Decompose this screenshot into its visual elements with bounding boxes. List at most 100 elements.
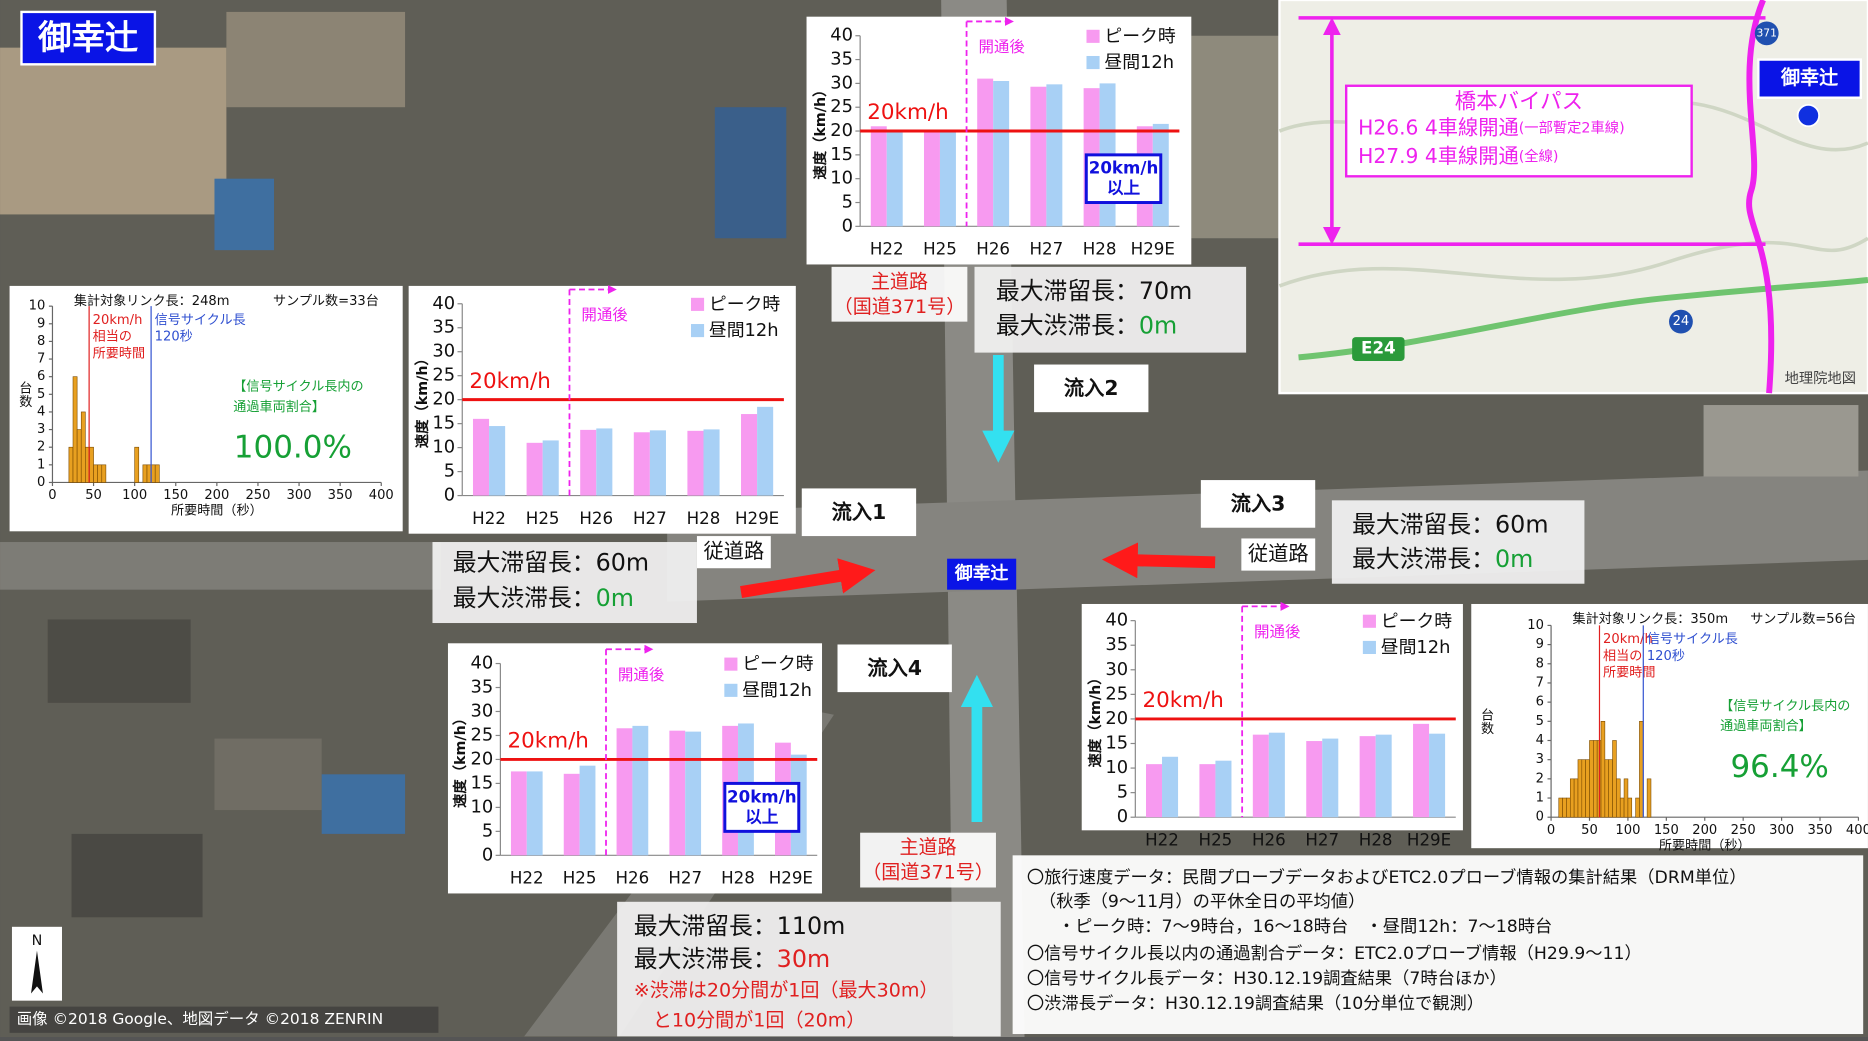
sub-road: 従道路 bbox=[1248, 542, 1309, 566]
reference-label: 120秒 bbox=[1647, 648, 1685, 664]
x-tick-label: 0 bbox=[1547, 823, 1555, 838]
split-label: 開通後 bbox=[618, 666, 665, 684]
x-tick-label: H26 bbox=[579, 509, 613, 528]
x-tick-label: H26 bbox=[616, 869, 650, 888]
bar bbox=[871, 126, 887, 226]
y-tick-label: 5 bbox=[37, 387, 45, 402]
y-tick-label: 10 bbox=[1527, 618, 1544, 633]
note: 〇渋滞長データ：H30.12.19調査結果（10分単位で観測） bbox=[1027, 993, 1484, 1014]
x-tick-label: H29E bbox=[1131, 240, 1175, 259]
y-axis-label: 速度（km/h） bbox=[1086, 670, 1104, 767]
x-tick-label: H26 bbox=[976, 240, 1010, 259]
ratio-label: 通過車両割合】 bbox=[1720, 717, 1812, 734]
y-tick-label: 25 bbox=[470, 724, 493, 745]
main-road: 主道路 bbox=[899, 837, 956, 859]
bar bbox=[527, 771, 543, 855]
hist-bar bbox=[1563, 798, 1567, 817]
bar bbox=[1413, 724, 1429, 817]
bar bbox=[669, 731, 685, 856]
bar bbox=[1429, 734, 1445, 818]
x-tick-label: 50 bbox=[85, 488, 102, 503]
bar bbox=[977, 79, 993, 227]
main-road: （国道371号） bbox=[862, 862, 994, 884]
bar bbox=[596, 428, 612, 495]
x-tick-label: H29E bbox=[1407, 831, 1451, 850]
note-text: 20km/h bbox=[1089, 159, 1159, 178]
inflow-label: 流入1 bbox=[832, 500, 887, 524]
hist-bar bbox=[1559, 798, 1563, 817]
x-axis-label: 所要時間（秒） bbox=[1659, 837, 1751, 853]
legend-label: 昼間12h bbox=[1104, 52, 1174, 73]
y-axis-label: 台数 bbox=[16, 381, 32, 408]
y-tick-label: 40 bbox=[432, 293, 455, 314]
hist-bar bbox=[1609, 760, 1613, 818]
reference-label: 20km/h bbox=[93, 313, 143, 328]
inflow-label: 流入2 bbox=[1064, 376, 1119, 400]
queue-jam: 最大渋滞長：30m bbox=[634, 945, 830, 973]
note: 〇信号サイクル長以内の通過割合データ：ETC2.0プローブ情報（H29.9～11… bbox=[1027, 943, 1642, 964]
bar bbox=[1215, 761, 1231, 818]
y-axis-label: 速度（km/h） bbox=[451, 711, 469, 808]
reference-label: 所要時間 bbox=[93, 345, 145, 361]
y-tick-label: 25 bbox=[1105, 683, 1128, 704]
map-bypass: 橋本バイパス bbox=[1455, 89, 1583, 114]
y-tick-label: 0 bbox=[842, 215, 853, 236]
hist-title: 集計対象リンク長：248m bbox=[74, 293, 230, 309]
hist-bar bbox=[102, 465, 106, 483]
map-route: 24 bbox=[1673, 314, 1690, 329]
legend-swatch bbox=[1086, 56, 1099, 69]
legend-label: 昼間12h bbox=[1381, 637, 1451, 658]
hist-bar bbox=[98, 465, 102, 483]
y-tick-label: 25 bbox=[830, 96, 853, 117]
split-label: 開通後 bbox=[978, 38, 1025, 56]
x-tick-label: 200 bbox=[204, 488, 229, 503]
x-tick-label: H27 bbox=[668, 869, 702, 888]
inflow-label: 流入3 bbox=[1231, 492, 1286, 516]
y-tick-label: 15 bbox=[830, 144, 853, 165]
y-tick-label: 40 bbox=[830, 25, 853, 46]
y-tick-label: 3 bbox=[37, 422, 45, 437]
ratio-label: 【信号サイクル長内の bbox=[1720, 698, 1850, 714]
y-tick-label: 15 bbox=[1105, 733, 1128, 754]
x-tick-label: H25 bbox=[526, 509, 560, 528]
y-tick-label: 30 bbox=[432, 341, 455, 362]
reference-label: 20km/h bbox=[1603, 632, 1653, 647]
bar bbox=[1162, 757, 1178, 817]
y-tick-label: 20 bbox=[830, 120, 853, 141]
ratio-value: 96.4% bbox=[1730, 749, 1828, 785]
queue-jam: 最大渋滞長：0m bbox=[996, 311, 1177, 339]
y-tick-label: 10 bbox=[1105, 757, 1128, 778]
note: 〇旅行速度データ：民間プローブデータおよびETC2.0プローブ情報の集計結果（D… bbox=[1027, 867, 1747, 888]
hist-bar bbox=[151, 465, 155, 483]
y-tick-label: 40 bbox=[1105, 610, 1128, 631]
y-tick-label: 1 bbox=[1536, 791, 1544, 806]
bar bbox=[543, 440, 559, 495]
legend-swatch bbox=[724, 684, 737, 697]
title: 御幸辻 bbox=[37, 18, 138, 57]
bar bbox=[473, 419, 489, 496]
x-tick-label: 200 bbox=[1692, 823, 1717, 838]
reference-label: 20km/h bbox=[867, 100, 948, 125]
x-tick-label: 350 bbox=[1808, 823, 1833, 838]
note: （秋季（9～11月）の平休全日の平均値） bbox=[1039, 892, 1365, 912]
x-tick-label: H22 bbox=[510, 869, 544, 888]
x-tick-label: H28 bbox=[1083, 240, 1117, 259]
y-tick-label: 8 bbox=[1536, 656, 1544, 671]
y-axis-label: 速度（km/h） bbox=[811, 83, 829, 180]
intersection-label: 御幸辻 bbox=[954, 562, 1009, 584]
queue-note: と10分間が1回（20m） bbox=[653, 1009, 865, 1031]
reference-label: 信号サイクル長 bbox=[155, 312, 246, 328]
bar bbox=[1360, 736, 1376, 817]
hist-bar bbox=[1647, 779, 1651, 817]
y-tick-label: 20 bbox=[1105, 708, 1128, 729]
note-text: 以上 bbox=[745, 807, 779, 826]
map-route: 371 bbox=[1756, 26, 1776, 39]
y-tick-label: 5 bbox=[842, 192, 853, 213]
queue-stay: 最大滞留長：60m bbox=[453, 548, 649, 576]
split-label: 開通後 bbox=[581, 306, 628, 324]
x-tick-label: 150 bbox=[1654, 823, 1679, 838]
x-tick-label: 250 bbox=[245, 488, 270, 503]
note: 〇信号サイクル長データ：H30.12.19調査結果（7時台ほか） bbox=[1027, 968, 1507, 989]
note: ・ピーク時：7～9時台，16～18時台 ・昼間12h：7～18時台 bbox=[1058, 917, 1552, 937]
legend-swatch bbox=[724, 658, 737, 671]
